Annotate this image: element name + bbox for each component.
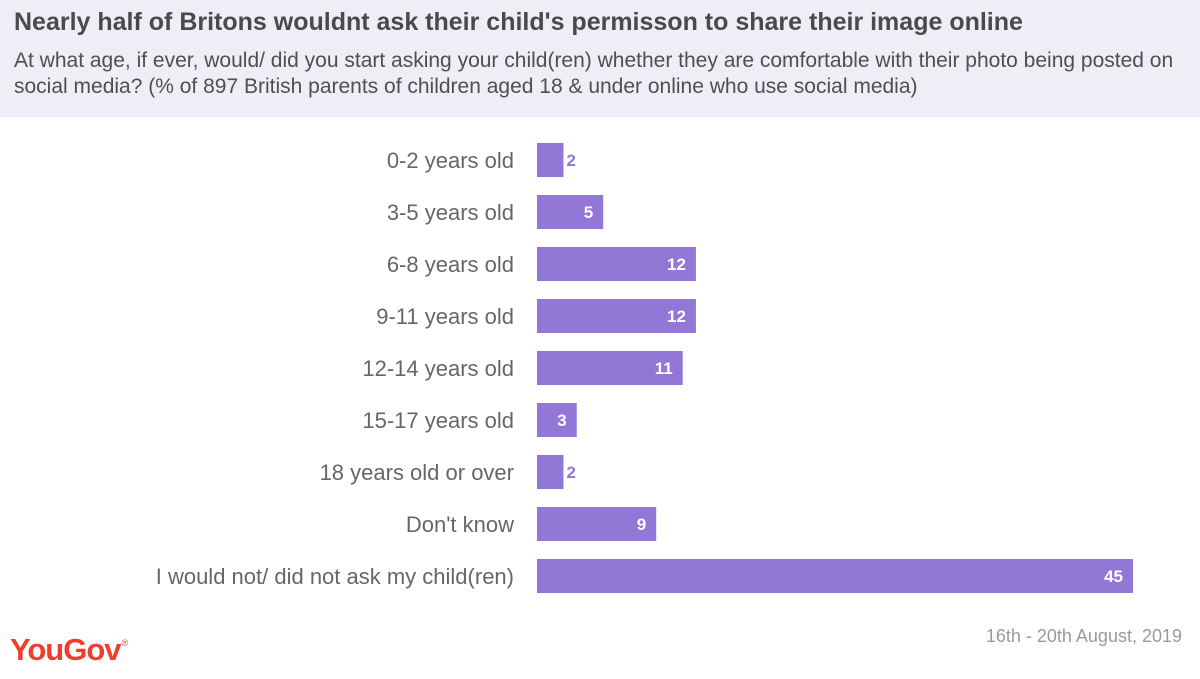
- chart-title: Nearly half of Britons wouldnt ask their…: [14, 8, 1023, 36]
- bar: [537, 299, 696, 333]
- category-label: 0-2 years old: [387, 148, 514, 173]
- category-label: Don't know: [406, 512, 514, 537]
- bar: [537, 143, 564, 177]
- category-label: 12-14 years old: [362, 356, 514, 381]
- value-label: 11: [655, 359, 673, 378]
- value-label: 45: [1104, 567, 1123, 586]
- value-label: 3: [557, 411, 566, 430]
- value-label: 12: [667, 255, 686, 274]
- bar: [537, 507, 657, 541]
- bar: [537, 455, 564, 489]
- fieldwork-date: 16th - 20th August, 2019: [985, 626, 1182, 646]
- category-label: I would not/ did not ask my child(ren): [156, 564, 514, 589]
- yougov-logo: YouGov®: [10, 632, 128, 668]
- registered-mark: ®: [121, 638, 129, 648]
- value-label: 5: [584, 203, 593, 222]
- bar-chart: 0-2 years old 2 3-5 years old 5 6-8 years ol…: [156, 143, 1133, 593]
- bar: [537, 195, 604, 229]
- brand-name: YouGov: [10, 632, 122, 667]
- value-label: 12: [667, 307, 686, 326]
- bar: [537, 247, 696, 281]
- category-label: 3-5 years old: [387, 200, 514, 225]
- category-label: 18 years old or over: [320, 460, 514, 485]
- bar: [537, 351, 683, 385]
- chart-subtitle: At what age, if ever, would/ did you sta…: [14, 49, 1174, 98]
- category-label: 6-8 years old: [387, 252, 514, 277]
- bar: [537, 559, 1133, 593]
- category-label: 15-17 years old: [362, 408, 514, 433]
- bar: [537, 403, 577, 437]
- chart-header: Nearly half of Britons wouldnt ask their…: [0, 0, 1200, 117]
- value-label: 2: [566, 151, 575, 170]
- value-label: 9: [637, 515, 646, 534]
- value-label: 2: [566, 463, 575, 482]
- category-label: 9-11 years old: [376, 304, 514, 329]
